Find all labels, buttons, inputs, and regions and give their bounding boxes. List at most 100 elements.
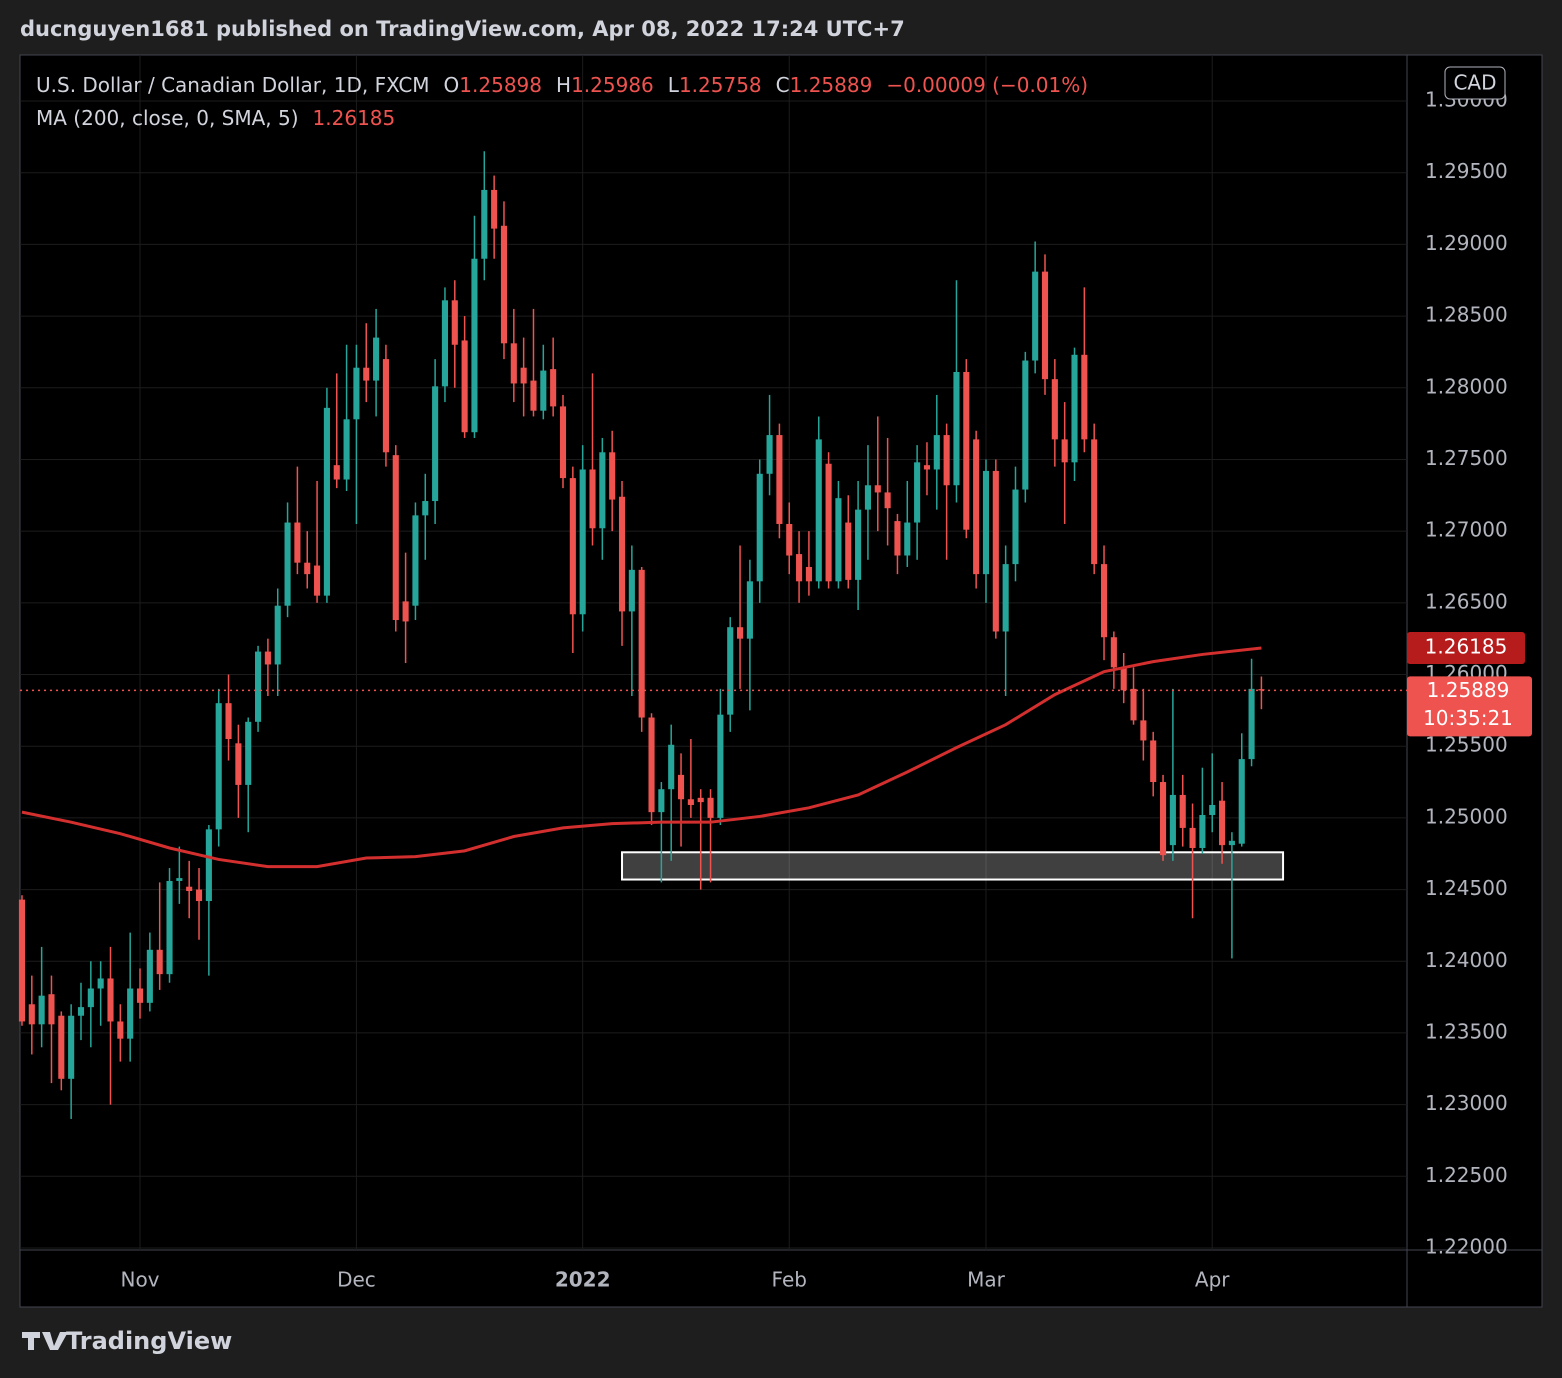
candle-body <box>186 886 193 891</box>
countdown-label: 10:35:21 <box>1423 706 1513 730</box>
candle-body <box>746 581 753 639</box>
candle-body <box>1189 827 1196 848</box>
candle-body <box>786 523 793 556</box>
last-price-tag <box>1407 676 1532 737</box>
x-tick-label: Nov <box>120 1268 159 1292</box>
y-tick-label: 1.23500 <box>1425 1019 1508 1043</box>
ohlc-value: 1.25889 <box>790 73 873 97</box>
x-tick-label: Dec <box>337 1268 376 1292</box>
candle-body <box>707 797 714 818</box>
candle-body <box>1032 271 1039 361</box>
candle-body <box>933 435 940 470</box>
candle-body <box>1091 439 1098 565</box>
candle-body <box>943 435 950 486</box>
candle-body <box>520 367 527 384</box>
y-tick-label: 1.25500 <box>1425 733 1508 757</box>
candle-body <box>638 569 645 718</box>
candle-body <box>215 703 222 830</box>
candle-body <box>628 569 635 612</box>
ma-price-label: 1.26185 <box>1425 634 1508 658</box>
candle-body <box>717 714 724 818</box>
ma-label: MA (200, close, 0, SMA, 5) <box>36 106 299 130</box>
publish-line: ducnguyen1681 published on TradingView.c… <box>20 17 905 41</box>
candle-body <box>756 473 763 582</box>
candle-body <box>1169 794 1176 846</box>
y-tick-label: 1.26500 <box>1425 589 1508 613</box>
legend-row: U.S. Dollar / Canadian Dollar, 1D, FXCM O… <box>36 73 1088 97</box>
candle-body <box>559 406 567 479</box>
candle-body <box>294 522 301 563</box>
candle-body <box>815 439 822 582</box>
x-tick-label: Mar <box>967 1268 1006 1292</box>
candle-body <box>461 340 468 433</box>
candle-body <box>1238 759 1245 844</box>
candle-body <box>255 651 262 722</box>
ohlc-value: 1.25986 <box>571 73 654 97</box>
candle-body <box>156 949 163 975</box>
candle-body <box>687 799 694 805</box>
candle-body <box>1051 379 1058 440</box>
candle-body <box>510 343 517 384</box>
y-tick-label: 1.24000 <box>1425 948 1508 972</box>
candle-body <box>127 988 134 1039</box>
candle-body <box>274 605 281 665</box>
candle-body <box>136 988 144 1003</box>
candle-body <box>432 386 439 502</box>
candle-body <box>402 601 409 622</box>
y-tick-label: 1.22000 <box>1425 1234 1508 1258</box>
ohlc-value: 1.25898 <box>459 73 542 97</box>
candle-body <box>205 829 212 902</box>
candle-body <box>176 878 183 881</box>
candle-body <box>677 774 685 800</box>
candle-body <box>77 1007 85 1016</box>
candle-body <box>382 359 389 453</box>
candle-body <box>68 1015 75 1079</box>
candle-body <box>323 407 330 596</box>
currency-box <box>1444 66 1506 100</box>
candle-body <box>1071 354 1078 463</box>
candle-body <box>373 337 380 381</box>
candle-body <box>471 258 478 433</box>
candle-body <box>992 470 999 632</box>
candle-body <box>333 465 340 480</box>
candle-body <box>579 469 586 615</box>
candle-body <box>491 189 498 229</box>
candle-body <box>874 485 881 493</box>
candle-body <box>1258 689 1265 691</box>
candle-body <box>727 627 734 715</box>
y-tick-label: 1.28000 <box>1425 374 1508 398</box>
candle-body <box>87 988 94 1008</box>
ohlc-key: O <box>444 73 460 97</box>
candle-body <box>1130 688 1137 721</box>
candle-body <box>48 994 55 1025</box>
candle-body <box>97 978 104 989</box>
candle-body <box>904 522 911 556</box>
candle-body <box>1199 815 1206 848</box>
candle-body <box>28 1004 35 1025</box>
symbol-title: U.S. Dollar / Canadian Dollar, 1D, FXCM <box>36 73 430 97</box>
candle-body <box>1140 720 1147 741</box>
candle-body <box>796 554 803 582</box>
candle-body <box>982 470 990 575</box>
candle-body <box>805 566 812 582</box>
candle-body <box>658 789 665 813</box>
candle-body <box>953 371 960 486</box>
ma-line <box>21 646 1262 869</box>
candle-body <box>1179 794 1186 828</box>
y-tick-label: 1.22500 <box>1425 1163 1508 1187</box>
y-tick-label: 1.29000 <box>1425 231 1508 255</box>
ohlc-key: C <box>776 73 790 97</box>
candle-body <box>441 300 449 387</box>
candle-body <box>1120 667 1127 691</box>
candle-body <box>609 452 616 500</box>
x-tick-label: 2022 <box>555 1268 611 1292</box>
candle-body <box>776 435 783 524</box>
candle-body <box>618 496 626 612</box>
change-label: −0.00009 (−0.01%) <box>886 73 1088 97</box>
y-tick-label: 1.27500 <box>1425 446 1508 470</box>
y-tick-label: 1.29500 <box>1425 159 1508 183</box>
y-tick-label: 1.28500 <box>1425 303 1508 327</box>
candle-body <box>825 463 832 582</box>
candle-body <box>697 797 704 803</box>
